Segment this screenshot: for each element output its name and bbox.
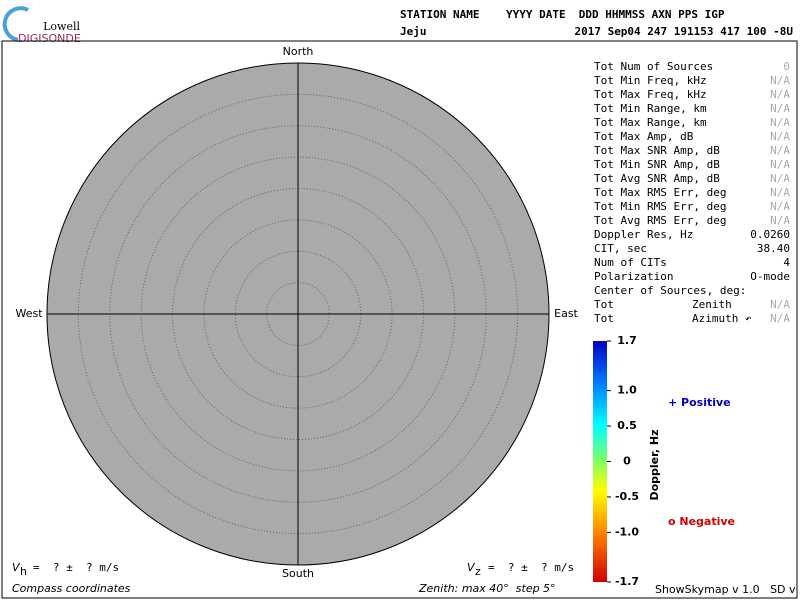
row-label: CIT, sec — [594, 242, 647, 255]
row-label: Tot Max Range, km — [594, 116, 707, 129]
frame — [1, 40, 798, 599]
row-label: Tot Max RMS Err, deg — [594, 186, 726, 199]
colorbar-title: Doppler, Hz — [648, 429, 661, 500]
row-label: Tot — [594, 312, 614, 325]
row-value: N/A — [770, 130, 790, 143]
colorbar-ticks: 1.7 1.0 0.5 0 -0.5 -1.0 -1.7 — [607, 334, 639, 588]
row-label: Tot Avg RMS Err, deg — [594, 214, 726, 227]
stats-table: Tot Num of Sources 0 Tot Min Freq, kHz N/A T… — [594, 60, 790, 325]
vz-text: = ? ± ? m/s — [488, 561, 574, 574]
logo-bottom: DIGISONDE — [18, 32, 81, 45]
colorbar-tick-label: 0.5 — [617, 419, 637, 432]
row-value: N/A — [770, 172, 790, 185]
row-value: N/A — [770, 116, 790, 129]
vh-subscript: h — [20, 565, 27, 578]
row-value: 38.40 — [757, 242, 790, 255]
row-label: Center of Sources, deg: — [594, 284, 746, 297]
row-label: Tot Num of Sources — [594, 60, 713, 73]
row-label: Tot Min Freq, kHz — [594, 74, 707, 87]
colorbar-tick-label: 1.7 — [617, 334, 637, 347]
row-mid: Zenith — [692, 298, 732, 311]
row-value: N/A — [770, 74, 790, 87]
east-label: East — [554, 307, 578, 320]
header-columns: STATION NAME YYYY DATE DDD HHMMSS AXN PP… — [400, 8, 725, 21]
colorbar-tick-label: -1.0 — [615, 525, 639, 538]
row-label: Tot Max Freq, kHz — [594, 88, 707, 101]
version-note: ShowSkymap v 1.0 SD v 5.0 — [655, 583, 800, 596]
row-value: N/A — [770, 102, 790, 115]
coords-note: Compass coordinates — [12, 582, 131, 595]
row-label: Tot Min Range, km — [594, 102, 707, 115]
vz-subscript: z — [475, 565, 481, 578]
colorbar-tick-label: -0.5 — [615, 490, 639, 503]
row-label: Polarization — [594, 270, 673, 283]
row-value: 0 — [783, 60, 790, 73]
row-mid: Azimuth ↶ — [692, 312, 752, 325]
row-value: N/A — [770, 88, 790, 101]
row-value: N/A — [770, 144, 790, 157]
row-value: 4 — [783, 256, 790, 269]
row-label: Tot — [594, 298, 614, 311]
row-value: N/A — [770, 312, 790, 325]
colorbar-tick-label: 0 — [623, 455, 631, 468]
header-station: Jeju — [400, 25, 427, 38]
negative-legend: o Negative — [668, 515, 735, 528]
zenith-note: Zenith: max 40° step 5° — [418, 582, 556, 595]
row-label: Num of CITs — [594, 256, 667, 269]
row-value: N/A — [770, 298, 790, 311]
row-label: Tot Min RMS Err, deg — [594, 200, 726, 213]
row-value: N/A — [770, 200, 790, 213]
logo-top: Lowell — [43, 20, 80, 33]
west-label: West — [15, 307, 43, 320]
row-value: N/A — [770, 214, 790, 227]
row-label: Tot Avg SNR Amp, dB — [594, 172, 720, 185]
header-values: 2017 Sep04 247 191153 417 100 -8U — [574, 25, 793, 38]
logo-swoosh — [2, 6, 29, 42]
row-value: N/A — [770, 186, 790, 199]
row-label: Tot Max Amp, dB — [594, 130, 694, 143]
colorbar — [593, 341, 607, 582]
vh-text: = ? ± ? m/s — [33, 561, 119, 574]
colorbar-tick-label: 1.0 — [617, 384, 637, 397]
vh-symbol: V — [12, 561, 21, 574]
positive-legend: + Positive — [668, 396, 731, 409]
vz-symbol: V — [467, 561, 476, 574]
south-label: South — [282, 567, 314, 580]
row-value: 0.0260 — [750, 228, 790, 241]
north-label: North — [283, 45, 314, 58]
row-value: O-mode — [750, 270, 790, 283]
row-label: Tot Max SNR Amp, dB — [594, 144, 720, 157]
colorbar-tick-label: -1.7 — [615, 575, 639, 588]
row-value: N/A — [770, 158, 790, 171]
row-label: Doppler Res, Hz — [594, 228, 693, 241]
row-label: Tot Min SNR Amp, dB — [594, 158, 720, 171]
